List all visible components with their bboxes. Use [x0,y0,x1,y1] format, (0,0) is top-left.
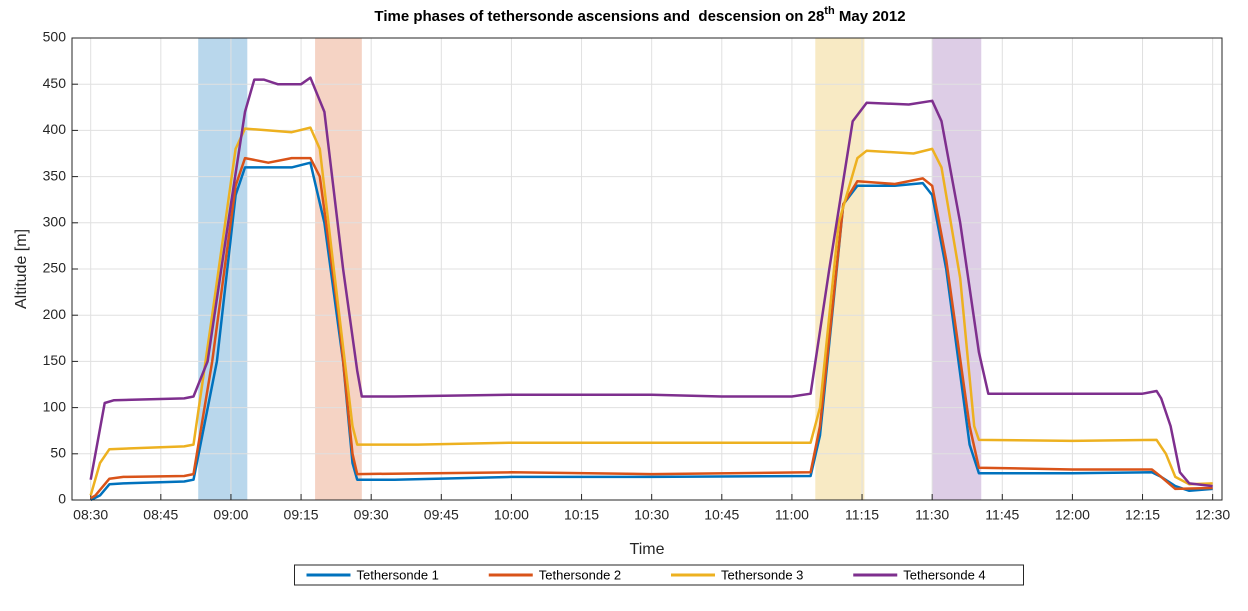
x-tick-label: 10:15 [564,507,599,523]
y-tick-label: 100 [43,398,67,414]
x-tick-label: 11:30 [915,507,949,523]
y-tick-label: 0 [58,491,66,507]
y-tick-label: 300 [43,214,67,230]
x-tick-label: 12:00 [1055,507,1090,523]
y-tick-label: 450 [43,75,67,91]
x-tick-label: 11:15 [845,507,879,523]
series-line [89,126,1213,496]
x-tick-label: 12:15 [1125,507,1160,523]
x-tick-label: 10:45 [704,507,739,523]
y-axis-label: Altitude [m] [13,229,30,309]
legend-label: Tethersonde 2 [539,567,621,582]
title-text: Time phases of tethersonde ascensions an… [374,8,824,25]
x-tick-label: 08:30 [73,507,108,523]
x-tick-label: 11:00 [775,507,809,523]
plot-frame [71,37,1223,501]
title-superscript: th [824,5,835,17]
y-tick-label: 500 [43,29,67,45]
x-tick-label: 09:30 [354,507,389,523]
x-tick-label: 11:45 [985,507,1019,523]
x-tick-label: 09:00 [213,507,248,523]
y-tick-label: 400 [43,121,67,137]
x-tick-label: 08:45 [143,507,178,523]
x-tick-label: 10:00 [494,507,529,523]
series-line [90,156,1213,500]
series-line [90,161,1213,502]
y-tick-label: 250 [43,260,67,276]
y-tick-label: 200 [43,306,67,322]
title-text: May 2012 [835,8,906,25]
x-tick-label: 09:15 [284,507,319,523]
legend-label: Tethersonde 3 [721,567,803,582]
x-tick-label: 09:45 [424,507,459,523]
x-tick-label: 12:30 [1195,507,1230,523]
y-tick-label: 350 [43,167,67,183]
x-axis-label: Time [630,541,665,558]
legend-box [294,564,1024,586]
legend-label: Tethersonde 4 [903,567,985,582]
chart-title: Time phases of tethersonde ascensions an… [374,5,905,25]
y-tick-label: 50 [50,445,66,461]
series-line [89,76,1213,488]
legend-label: Tethersonde 1 [357,567,439,582]
x-tick-label: 10:30 [634,507,669,523]
y-tick-label: 150 [43,352,67,368]
